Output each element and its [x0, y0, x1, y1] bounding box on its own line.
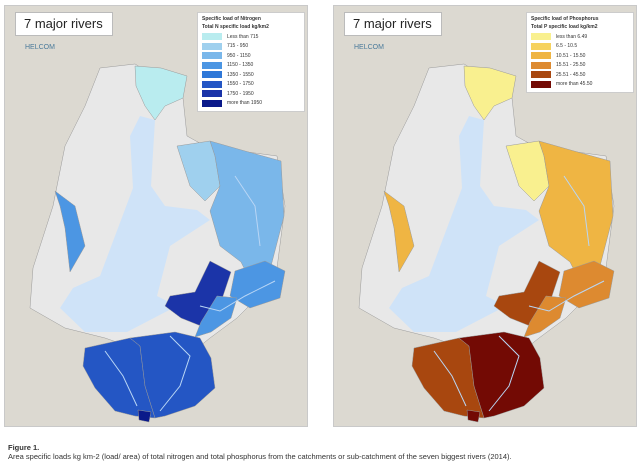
- legend-item: 1750 - 1950: [202, 89, 300, 99]
- river-line: [199, 280, 276, 312]
- catchment-small-south: [137, 409, 152, 423]
- legend-subtitle: Total N specific load kg/km2: [202, 24, 269, 30]
- legend-swatch: [202, 99, 222, 107]
- nitrogen-legend: Specific load of Nitrogen Total N specif…: [197, 12, 305, 112]
- phosphorus-legend: Specific load of Phosphorus Total P spec…: [526, 12, 634, 93]
- legend-item: 715 - 950: [202, 42, 300, 52]
- helcom-logo: HELCOM: [354, 44, 384, 51]
- river-line: [563, 175, 590, 247]
- helcom-logo: HELCOM: [25, 44, 55, 51]
- legend-item: 10.51 - 15.50: [531, 51, 629, 61]
- river-line: [159, 335, 191, 412]
- legend-label: more than 45.50: [556, 81, 593, 88]
- legend-swatch: [202, 80, 222, 88]
- legend-swatch: [531, 61, 551, 69]
- legend-item: Less than 715: [202, 32, 300, 42]
- catchment-lithuania: [523, 295, 567, 338]
- catchment-north: [134, 65, 188, 121]
- legend-swatch: [202, 52, 222, 60]
- legend-title: Specific load of Nitrogen: [202, 16, 261, 22]
- legend-title: Specific load of Phosphorus: [531, 16, 599, 22]
- legend-label: 1350 - 1550: [227, 71, 254, 78]
- nitrogen-map: [29, 63, 286, 423]
- legend-item: 1550 - 1750: [202, 80, 300, 90]
- legend-swatch: [531, 52, 551, 60]
- map-title: 7 major rivers: [15, 12, 113, 36]
- legend-label: 25.51 - 45.50: [556, 71, 586, 78]
- legend-label: Less than 715: [227, 33, 259, 40]
- catchment-small-south: [466, 409, 481, 423]
- legend-item: 1150 - 1350: [202, 61, 300, 71]
- baltic-sea: [60, 116, 210, 332]
- legend-label: 1150 - 1350: [227, 62, 254, 69]
- caption-text: Area specific loads kg km-2 (load/ area)…: [8, 452, 512, 461]
- catchment-lithuania: [194, 295, 238, 338]
- catchment-north: [463, 65, 517, 121]
- legend-label: 950 - 1150: [227, 52, 251, 59]
- river-line: [528, 280, 605, 312]
- phosphorus-map-panel: 7 major rivers HELCOM Specific load of P…: [333, 5, 637, 427]
- legend-label: 715 - 950: [227, 43, 249, 50]
- catchment-west-sweden: [383, 190, 415, 273]
- catchment-vistula: [458, 331, 545, 419]
- legend-label: more than 1950: [227, 100, 263, 107]
- legend-item: more than 1950: [202, 99, 300, 109]
- catchment-west-sweden: [54, 190, 86, 273]
- legend-label: 6.5 - 10.5: [556, 43, 578, 50]
- figure-caption: Figure 1. Area specific loads kg km-2 (l…: [8, 443, 512, 461]
- legend-label: 1750 - 1950: [227, 90, 254, 97]
- legend-swatch: [202, 71, 222, 79]
- legend-swatch: [531, 71, 551, 79]
- legend-item: less than 6.49: [531, 32, 629, 42]
- river-line: [488, 335, 520, 412]
- legend-item: more than 45.50: [531, 80, 629, 90]
- legend-item: 15.51 - 25.50: [531, 61, 629, 71]
- legend-swatch: [202, 90, 222, 98]
- phosphorus-map: [358, 63, 615, 423]
- legend-label: 1550 - 1750: [227, 81, 254, 88]
- legend-item: 950 - 1150: [202, 51, 300, 61]
- legend-swatch: [202, 61, 222, 69]
- legend-swatch: [202, 33, 222, 41]
- figure-label: Figure 1.: [8, 443, 40, 452]
- legend-swatch: [202, 42, 222, 50]
- nitrogen-map-panel: 7 major rivers HELCOM Specific load of N…: [4, 5, 308, 427]
- legend-label: 15.51 - 25.50: [556, 62, 586, 69]
- legend-item: 6.5 - 10.5: [531, 42, 629, 52]
- legend-swatch: [531, 42, 551, 50]
- baltic-sea: [389, 116, 539, 332]
- map-title: 7 major rivers: [344, 12, 442, 36]
- river-line: [433, 350, 467, 407]
- legend-swatch: [531, 33, 551, 41]
- legend-label: less than 6.49: [556, 33, 588, 40]
- legend-label: 10.51 - 15.50: [556, 52, 586, 59]
- legend-swatch: [531, 80, 551, 88]
- catchment-vistula: [129, 331, 216, 419]
- river-line: [234, 175, 261, 247]
- legend-subtitle: Total P specific load kg/km2: [531, 24, 598, 30]
- legend-item: 1350 - 1550: [202, 70, 300, 80]
- river-line: [104, 350, 138, 407]
- legend-item: 25.51 - 45.50: [531, 70, 629, 80]
